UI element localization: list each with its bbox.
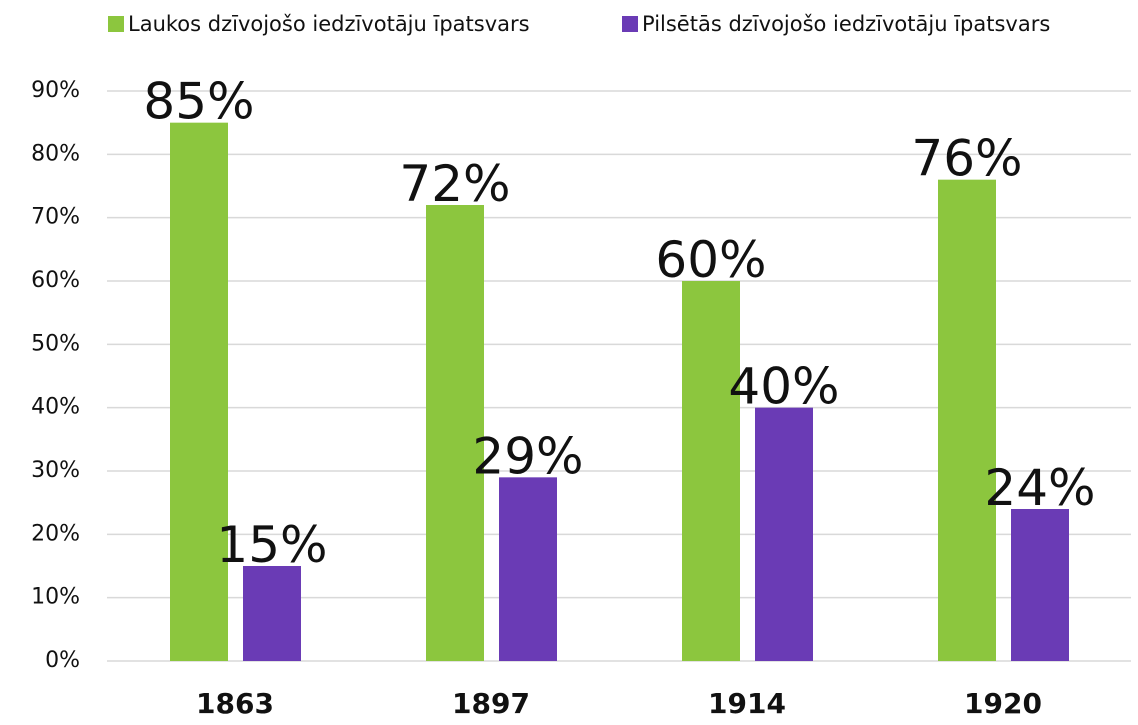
data-label: 85%	[143, 73, 254, 131]
data-label: 60%	[655, 231, 766, 289]
bar	[755, 407, 813, 661]
bar	[682, 281, 740, 661]
data-label: 72%	[399, 155, 510, 213]
bar	[426, 205, 484, 661]
y-tick-label: 90%	[31, 78, 80, 103]
y-tick-label: 80%	[31, 141, 80, 166]
data-label: 29%	[472, 427, 583, 485]
bar	[499, 477, 557, 661]
data-label: 24%	[984, 459, 1095, 517]
legend-swatch	[622, 16, 638, 32]
bar	[243, 566, 301, 661]
legend-label: Laukos dzīvojošo iedzīvotāju īpatsvars	[128, 12, 530, 36]
bar	[170, 122, 228, 661]
x-tick-label: 1920	[964, 687, 1042, 720]
data-label: 76%	[911, 130, 1022, 188]
y-tick-label: 70%	[31, 205, 80, 230]
bar	[1011, 509, 1069, 661]
x-tick-label: 1863	[196, 687, 274, 720]
bar	[938, 179, 996, 661]
legend-swatch	[108, 16, 124, 32]
x-tick-label: 1897	[452, 687, 530, 720]
y-tick-label: 30%	[31, 458, 80, 483]
legend-label: Pilsētās dzīvojošo iedzīvotāju īpatsvars	[642, 12, 1050, 36]
data-label: 15%	[216, 516, 327, 574]
y-tick-label: 60%	[31, 268, 80, 293]
y-tick-label: 0%	[45, 648, 80, 673]
y-tick-label: 50%	[31, 331, 80, 356]
data-label: 40%	[728, 358, 839, 416]
x-tick-label: 1914	[708, 687, 786, 720]
y-tick-label: 10%	[31, 585, 80, 610]
y-tick-label: 20%	[31, 521, 80, 546]
y-tick-label: 40%	[31, 395, 80, 420]
